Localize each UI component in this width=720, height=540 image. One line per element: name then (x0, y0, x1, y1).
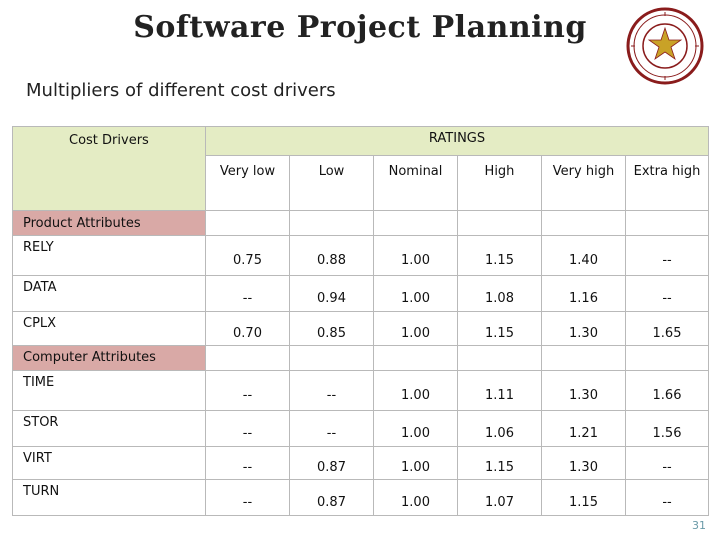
multiplier-value: 1.30 (541, 310, 626, 346)
multiplier-value: -- (205, 369, 290, 411)
table-row: DATA -- 0.94 1.00 1.08 1.16 -- (12, 275, 710, 312)
empty-cell (541, 210, 626, 237)
multiplier-value: 1.00 (373, 235, 458, 277)
cost-drivers-header: Cost Drivers (12, 125, 206, 212)
section-header: Product Attributes (12, 210, 206, 237)
multiplier-value: 1.30 (541, 445, 626, 481)
multiplier-value: 1.66 (624, 369, 710, 411)
empty-cell (373, 344, 458, 371)
empty-cell (457, 344, 542, 371)
multiplier-value: -- (205, 275, 290, 312)
multiplier-value: -- (289, 369, 374, 411)
multiplier-value: 1.00 (373, 275, 458, 312)
multiplier-value: 1.08 (457, 275, 542, 312)
multiplier-value: 1.21 (541, 409, 626, 447)
rating-label: High (457, 155, 542, 212)
cost-driver-name: DATA (12, 275, 206, 312)
rating-label: Extra high (624, 155, 710, 212)
rating-label: Very high (541, 155, 626, 212)
multiplier-value: 1.11 (457, 369, 542, 411)
ratings-header: RATINGS (204, 125, 710, 157)
multiplier-value: 1.56 (624, 409, 710, 447)
multiplier-value: 1.06 (457, 409, 542, 447)
slide-subtitle: Multipliers of different cost drivers (26, 80, 336, 101)
multiplier-value: 1.00 (373, 369, 458, 411)
multiplier-value: 0.70 (205, 310, 290, 346)
rating-label: Very low (205, 155, 290, 212)
multiplier-value: -- (624, 445, 710, 481)
section-header: Computer Attributes (12, 344, 206, 371)
multiplier-value: 0.85 (289, 310, 374, 346)
cost-driver-name: STOR (12, 409, 206, 447)
multiplier-value: -- (624, 275, 710, 312)
multiplier-value: 0.88 (289, 235, 374, 277)
table-row: CPLX 0.70 0.85 1.00 1.15 1.30 1.65 (12, 310, 710, 346)
multiplier-value: 0.87 (289, 479, 374, 516)
multiplier-value: 1.30 (541, 369, 626, 411)
empty-cell (289, 344, 374, 371)
rating-label: Nominal (373, 155, 458, 212)
multiplier-value: 0.94 (289, 275, 374, 312)
multiplier-value: 1.40 (541, 235, 626, 277)
table-row: RELY 0.75 0.88 1.00 1.15 1.40 -- (12, 235, 710, 277)
empty-cell (541, 344, 626, 371)
multiplier-value: 1.65 (624, 310, 710, 346)
empty-cell (624, 344, 710, 371)
multiplier-value: -- (289, 409, 374, 447)
cost-driver-name: RELY (12, 235, 206, 277)
multiplier-value: -- (205, 479, 290, 516)
multiplier-value: -- (205, 445, 290, 481)
empty-cell (205, 344, 290, 371)
multiplier-value: 1.00 (373, 479, 458, 516)
cost-drivers-table-container: Cost Drivers RATINGS Very low Low Nominal H… (12, 125, 710, 516)
multiplier-value: 1.00 (373, 445, 458, 481)
multiplier-value: 1.16 (541, 275, 626, 312)
cost-driver-name: TURN (12, 479, 206, 516)
university-logo-icon (626, 7, 704, 85)
rating-label: Low (289, 155, 374, 212)
multiplier-value: -- (205, 409, 290, 447)
empty-cell (373, 210, 458, 237)
cost-driver-name: TIME (12, 369, 206, 411)
cost-driver-name: CPLX (12, 310, 206, 346)
multiplier-value: 1.00 (373, 409, 458, 447)
empty-cell (289, 210, 374, 237)
table-row: VIRT -- 0.87 1.00 1.15 1.30 -- (12, 445, 710, 481)
multiplier-value: -- (624, 479, 710, 516)
multiplier-value: -- (624, 235, 710, 277)
page-number: 31 (692, 519, 706, 532)
empty-cell (457, 210, 542, 237)
cost-driver-name: VIRT (12, 445, 206, 481)
table-row: STOR -- -- 1.00 1.06 1.21 1.56 (12, 409, 710, 447)
table-row: TURN -- 0.87 1.00 1.07 1.15 -- (12, 479, 710, 516)
multiplier-value: 1.15 (457, 310, 542, 346)
multiplier-value: 1.15 (457, 445, 542, 481)
empty-cell (624, 210, 710, 237)
empty-cell (205, 210, 290, 237)
multiplier-value: 0.87 (289, 445, 374, 481)
cost-drivers-table: Cost Drivers RATINGS Very low Low Nominal H… (12, 125, 710, 516)
multiplier-value: 1.00 (373, 310, 458, 346)
page-title: Software Project Planning (133, 10, 587, 45)
multiplier-value: 0.75 (205, 235, 290, 277)
multiplier-value: 1.15 (457, 235, 542, 277)
multiplier-value: 1.07 (457, 479, 542, 516)
multiplier-value: 1.15 (541, 479, 626, 516)
table-row: TIME -- -- 1.00 1.11 1.30 1.66 (12, 369, 710, 411)
